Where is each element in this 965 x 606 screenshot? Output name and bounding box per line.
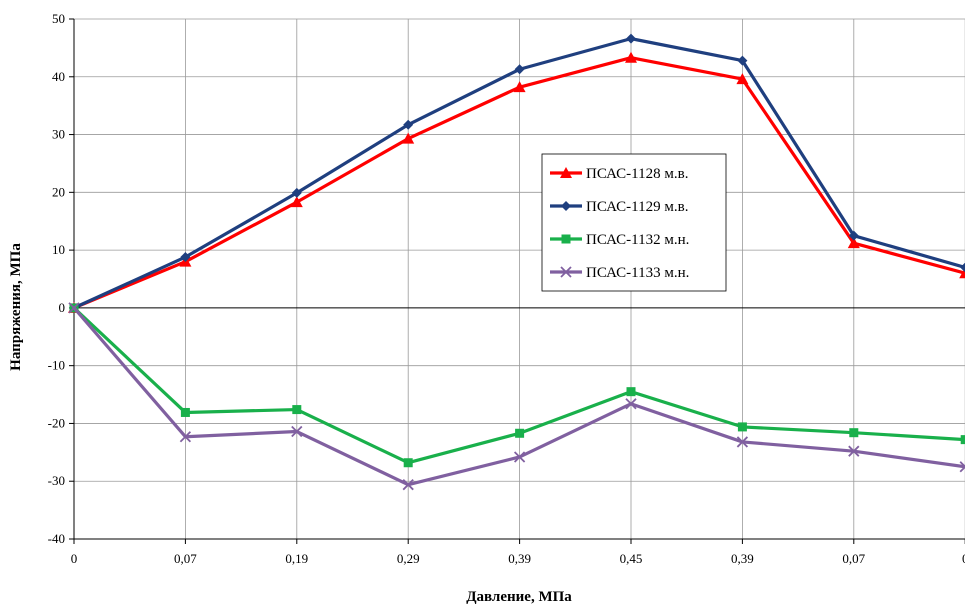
x-marker-stroke — [625, 398, 637, 410]
data-point — [402, 479, 414, 491]
series-1 — [68, 51, 965, 313]
x-tick-label: 0,07 — [842, 551, 865, 566]
legend: ПСАС-1128 м.в. ПСАС-1129 м.в. ПСАС-1132 м.… — [541, 153, 727, 292]
data-point — [179, 431, 192, 443]
legend-item: ПСАС-1128 м.в. — [550, 166, 688, 182]
x-tick-label: 0,07 — [174, 551, 197, 566]
data-point — [626, 387, 636, 397]
axes — [69, 18, 965, 544]
data-point — [403, 119, 414, 130]
data-point — [402, 132, 415, 144]
legend-item: ПСАС-1129 м.в. — [550, 199, 688, 215]
legend-box — [541, 153, 727, 292]
x-tick-label: 0,29 — [397, 551, 420, 566]
x-tick-label: 0 — [71, 551, 78, 566]
y-tick-label: -20 — [48, 415, 65, 430]
legend-swatch-marker — [561, 201, 571, 211]
x-marker-stroke — [959, 461, 965, 468]
y-tick-label: 40 — [52, 69, 65, 84]
x-marker-stroke — [291, 425, 303, 438]
data-point — [737, 55, 748, 66]
x-marker-stroke — [179, 431, 192, 443]
x-tick-label: 0,45 — [620, 551, 643, 566]
series-3 — [69, 303, 965, 468]
x-axis-label: Давление, МПа — [466, 589, 572, 605]
series-2 — [69, 33, 965, 313]
y-tick-label: -40 — [48, 531, 65, 546]
data-point — [736, 73, 749, 85]
data-point — [848, 230, 859, 241]
y-tick-label: -30 — [48, 473, 65, 488]
data-point — [180, 407, 190, 417]
legend-label: ПСАС-1133 м.н. — [586, 265, 689, 281]
y-tick-label: -10 — [48, 358, 65, 373]
legend-label: ПСАС-1132 м.н. — [586, 232, 689, 248]
data-point — [737, 422, 747, 432]
x-tick-label: 0 — [962, 551, 965, 566]
x-marker-stroke — [513, 451, 526, 463]
x-tick-label: 0,39 — [508, 551, 531, 566]
x-marker-stroke — [68, 302, 80, 314]
y-tick-label: 10 — [52, 242, 65, 257]
data-point — [515, 428, 525, 438]
data-point — [291, 187, 302, 198]
data-point — [736, 436, 749, 448]
x-tick-labels: 0 0,07 0,19 0,29 0,39 0,45 0,39 0,07 0 — [71, 551, 965, 566]
data-point — [403, 458, 413, 468]
data-point — [625, 398, 637, 410]
x-tick-label: 0,39 — [731, 551, 754, 566]
data-point — [513, 451, 526, 463]
y-tick-labels: -40 -30 -20 -10 0 10 20 30 40 50 — [48, 11, 65, 546]
legend-item: ПСАС-1133 м.н. — [550, 265, 689, 281]
data-point — [180, 252, 191, 263]
data-point — [290, 196, 303, 208]
x-marker-stroke — [560, 266, 572, 278]
data-point — [291, 425, 303, 438]
grid-lines — [74, 18, 965, 540]
legend-swatch-marker — [560, 167, 572, 178]
x-marker-stroke — [848, 445, 860, 457]
series-4 — [68, 302, 965, 491]
data-point — [960, 262, 965, 273]
legend-swatch-marker — [561, 234, 571, 244]
x-marker-stroke — [736, 436, 749, 448]
data-point — [626, 33, 636, 44]
x-marker-stroke — [959, 465, 965, 473]
legend-item: ПСАС-1132 м.н. — [550, 232, 689, 248]
data-point — [847, 237, 860, 249]
x-marker-stroke — [402, 479, 414, 491]
data-point — [514, 64, 525, 75]
legend-swatch-marker — [560, 266, 572, 278]
data-point — [513, 81, 526, 93]
data-point — [959, 267, 965, 279]
data-point — [959, 461, 965, 473]
y-tick-label: 50 — [52, 11, 65, 26]
data-point — [68, 302, 80, 314]
x-tick-label: 0,19 — [285, 551, 308, 566]
data-point — [849, 428, 859, 438]
data-point — [625, 51, 637, 63]
data-point — [848, 445, 860, 457]
series-group — [68, 33, 965, 491]
y-tick-label: 30 — [52, 127, 65, 142]
y-tick-label: 20 — [52, 184, 65, 199]
y-axis-label: Напряжения, МПа — [8, 243, 24, 371]
y-tick-label: 0 — [59, 300, 66, 315]
legend-label: ПСАС-1128 м.в. — [586, 166, 688, 182]
data-point — [292, 405, 302, 415]
data-point — [960, 435, 965, 445]
legend-label: ПСАС-1129 м.в. — [586, 199, 688, 215]
